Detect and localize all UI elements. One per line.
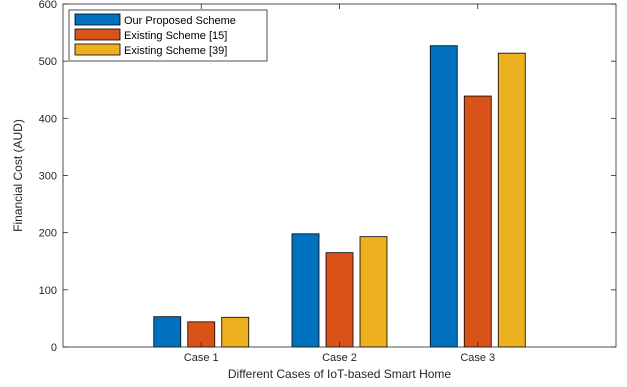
legend-swatch <box>74 13 121 26</box>
bar-3-case-1 <box>221 316 250 348</box>
bar-2-case-2 <box>325 252 354 348</box>
bar-3-case-2 <box>359 236 388 348</box>
x-tick-label: Case 3 <box>460 352 495 364</box>
legend-label: Our Proposed Scheme <box>124 15 236 27</box>
y-tick-label: 100 <box>39 285 57 297</box>
bars <box>153 45 526 348</box>
y-tick-label: 0 <box>51 342 57 354</box>
legend-swatch <box>74 28 121 41</box>
x-axis-title: Different Cases of IoT-based Smart Home <box>228 367 452 381</box>
legend-swatch <box>74 43 121 56</box>
bar-3-case-3 <box>497 52 526 348</box>
y-tick-label: 400 <box>39 113 57 125</box>
legend-label: Existing Scheme [39] <box>124 45 227 57</box>
y-axis-title: Financial Cost (AUD) <box>11 119 25 232</box>
bar-2-case-3 <box>463 95 492 348</box>
y-tick-label: 500 <box>39 56 57 68</box>
x-tick-label: Case 1 <box>184 352 219 364</box>
bar-1-case-3 <box>429 45 458 348</box>
x-tick-label: Case 2 <box>322 352 357 364</box>
bar-1-case-1 <box>153 316 182 348</box>
y-tick-label: 200 <box>39 228 57 240</box>
axes: 0 100 200 300 400 500 600 Case 1 Case 2 Case 3 <box>39 0 616 364</box>
y-tick-label: 600 <box>39 0 57 11</box>
y-tick-label: 300 <box>39 171 57 183</box>
legend: Our Proposed Scheme Existing Scheme [15] E… <box>68 9 268 62</box>
legend-label: Existing Scheme [15] <box>124 30 227 42</box>
bar-1-case-2 <box>291 233 320 348</box>
